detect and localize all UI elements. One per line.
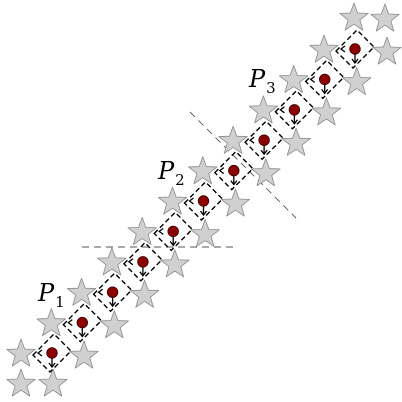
arrow-icon <box>109 301 117 308</box>
arrow-icon <box>169 241 177 247</box>
dot-icon <box>167 225 179 238</box>
cell-outline <box>122 241 163 282</box>
star-icon <box>251 158 281 187</box>
arrow-icon <box>48 362 56 369</box>
arrow-icon <box>158 227 164 235</box>
dot-icon <box>137 256 149 268</box>
cell-outline <box>304 59 345 100</box>
star-icon <box>99 310 129 339</box>
star-icon <box>127 216 157 245</box>
star-icon <box>66 277 97 306</box>
cell-outline <box>244 120 285 161</box>
star-icon <box>218 125 248 154</box>
arrow-icon <box>199 210 208 217</box>
cell-outline <box>92 272 133 313</box>
arrow-icon <box>188 197 194 205</box>
dot-icon <box>288 104 301 116</box>
dot-icon <box>197 195 210 207</box>
star-icon <box>339 2 369 31</box>
dot-icon <box>258 134 270 146</box>
center-dots <box>46 43 361 359</box>
cell-outline <box>274 89 315 130</box>
dashed-cell-outlines <box>32 29 375 373</box>
star-icon <box>311 97 342 126</box>
star-icon <box>6 368 36 397</box>
arrow-icon <box>139 271 147 277</box>
arrow-icon <box>78 332 86 338</box>
guide-line-diagonal <box>189 111 297 219</box>
star-icon <box>160 249 190 278</box>
star-icon <box>38 368 68 397</box>
cell-outline <box>153 211 194 252</box>
arrow-icon <box>290 119 298 125</box>
arrow-icon <box>36 349 43 357</box>
star-icon <box>188 156 218 185</box>
star-icon <box>69 340 99 369</box>
guide-lines <box>82 111 297 248</box>
cell-outline <box>335 29 375 69</box>
cell-outline <box>183 181 224 221</box>
arrow-icon <box>260 149 268 156</box>
star-icon <box>190 218 220 247</box>
star-icon <box>372 36 402 65</box>
dot-icon <box>76 316 89 329</box>
dot-icon <box>349 43 361 55</box>
star-icon <box>309 34 339 63</box>
star-icon <box>370 3 400 32</box>
dot-icon <box>46 347 58 359</box>
dot-icon <box>319 73 331 86</box>
star-icon <box>129 279 160 308</box>
star-nodes <box>6 2 402 397</box>
dot-icon <box>106 286 119 298</box>
dot-icon <box>228 164 240 177</box>
arrow-icon <box>321 89 329 95</box>
label-p3: P3 <box>248 65 276 97</box>
arrow-icon <box>351 58 359 65</box>
star-icon <box>248 95 279 124</box>
arrow-icon <box>127 258 134 266</box>
star-icon <box>6 338 36 367</box>
arrow-icon <box>97 288 103 296</box>
arrow-icon <box>249 136 255 144</box>
star-icon <box>281 127 311 156</box>
arrow-icon <box>339 45 346 53</box>
star-icon <box>36 308 66 337</box>
arrow-icon <box>218 167 225 175</box>
cell-outline <box>62 302 103 343</box>
cell-outline <box>32 333 72 373</box>
label-p1: P1 <box>37 279 65 311</box>
star-icon <box>220 188 251 217</box>
cell-outline <box>213 150 254 191</box>
label-p2: P2 <box>157 157 185 189</box>
star-icon <box>97 247 127 276</box>
arrow-icon <box>279 106 285 114</box>
star-icon <box>279 65 309 93</box>
arrow-icon <box>67 319 73 327</box>
arrow-icon <box>309 75 316 83</box>
arrow-icon <box>230 180 238 186</box>
star-icon <box>342 67 372 95</box>
star-icon <box>157 186 188 215</box>
